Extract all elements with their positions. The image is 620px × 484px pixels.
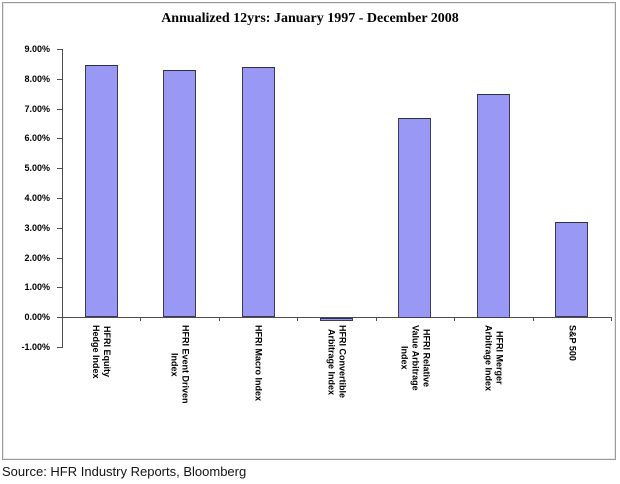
chart-title: Annualized 12yrs: January 1997 - Decembe…: [161, 11, 459, 26]
y-axis-tick: [57, 317, 62, 319]
bar: [477, 94, 510, 318]
y-axis-tick: [57, 227, 62, 229]
category-label-line: Hedge Index: [91, 325, 102, 379]
y-axis-tick-label: 0.00%: [24, 312, 50, 323]
x-axis-line: [62, 317, 611, 319]
category-label-line: HFRI Macro Index: [253, 325, 264, 402]
x-axis-tick: [376, 317, 377, 322]
category-label: HFRI Event Driven Index: [169, 325, 191, 404]
plot-area: 9.00% 8.00% 7.00% 6.00% 5.00% 4.00% 3.00% 2.00%…: [21, 44, 612, 404]
category-label-line: Arbitrage Index: [326, 328, 337, 395]
x-axis-tick: [297, 317, 298, 322]
y-axis-line: [62, 49, 63, 348]
category-label-line: Arbitrage Index: [483, 325, 494, 392]
y-axis-tick-label: 8.00%: [24, 73, 50, 84]
y-axis-tick-label: 1.00%: [24, 282, 50, 293]
y-axis-tick: [57, 49, 62, 50]
y-axis-tick-label: 9.00%: [24, 44, 50, 54]
category-label: HFRI Convertible Arbitrage Index: [326, 325, 348, 398]
y-axis-tick: [57, 347, 62, 348]
y-axis-tick-label: 5.00%: [24, 163, 50, 174]
y-axis-tick-label: 3.00%: [24, 222, 50, 233]
y-axis-tick: [57, 138, 62, 140]
category-label: S&P 500: [566, 325, 577, 361]
y-axis-tick-label: 7.00%: [24, 103, 50, 114]
y-axis-tick-label: -1.00%: [21, 342, 50, 352]
x-axis-tick: [533, 317, 534, 322]
y-axis-tick: [57, 108, 62, 110]
bar: [85, 65, 118, 317]
category-label: HFRI Equity Hedge Index: [90, 325, 112, 379]
category-label-line: HFRI Equity: [102, 326, 113, 378]
y-axis-tick-label: 6.00%: [24, 133, 50, 144]
category-label: HFRI Merger Arbitrage Index: [482, 325, 504, 391]
category-label-line: HFRI Convertible: [337, 325, 348, 399]
category-label: HFRI Relative Value Arbitrage Index: [398, 325, 431, 391]
y-axis-tick: [57, 257, 62, 259]
y-axis-tick-label: 2.00%: [24, 252, 50, 263]
bar: [163, 70, 196, 317]
category-label-line: Value Arbitrage: [410, 325, 421, 391]
bar: [398, 118, 431, 318]
y-axis-tick: [57, 78, 62, 80]
category-label-line: Index: [399, 346, 410, 370]
category-label-line: Index: [169, 352, 180, 377]
category-label-line: S&P 500: [567, 325, 578, 362]
bar: [555, 222, 588, 317]
category-label: HFRI Macro Index: [253, 325, 264, 401]
source-note: Source: HFR Industry Reports, Bloomberg: [2, 464, 247, 479]
category-label-line: HFRI Event Driven: [180, 325, 191, 404]
bar: [320, 318, 353, 321]
y-axis-tick: [57, 287, 62, 289]
x-axis-tick: [219, 317, 220, 322]
bar: [242, 67, 275, 317]
x-axis-tick: [611, 317, 612, 322]
category-label-line: HFRI Merger: [494, 331, 505, 385]
x-axis-tick: [454, 317, 455, 322]
y-axis-tick: [57, 198, 62, 199]
y-axis-tick-label: 4.00%: [24, 193, 50, 203]
category-label-line: HFRI Relative: [421, 329, 432, 388]
x-axis-tick: [140, 317, 141, 322]
y-axis-tick: [57, 168, 62, 170]
